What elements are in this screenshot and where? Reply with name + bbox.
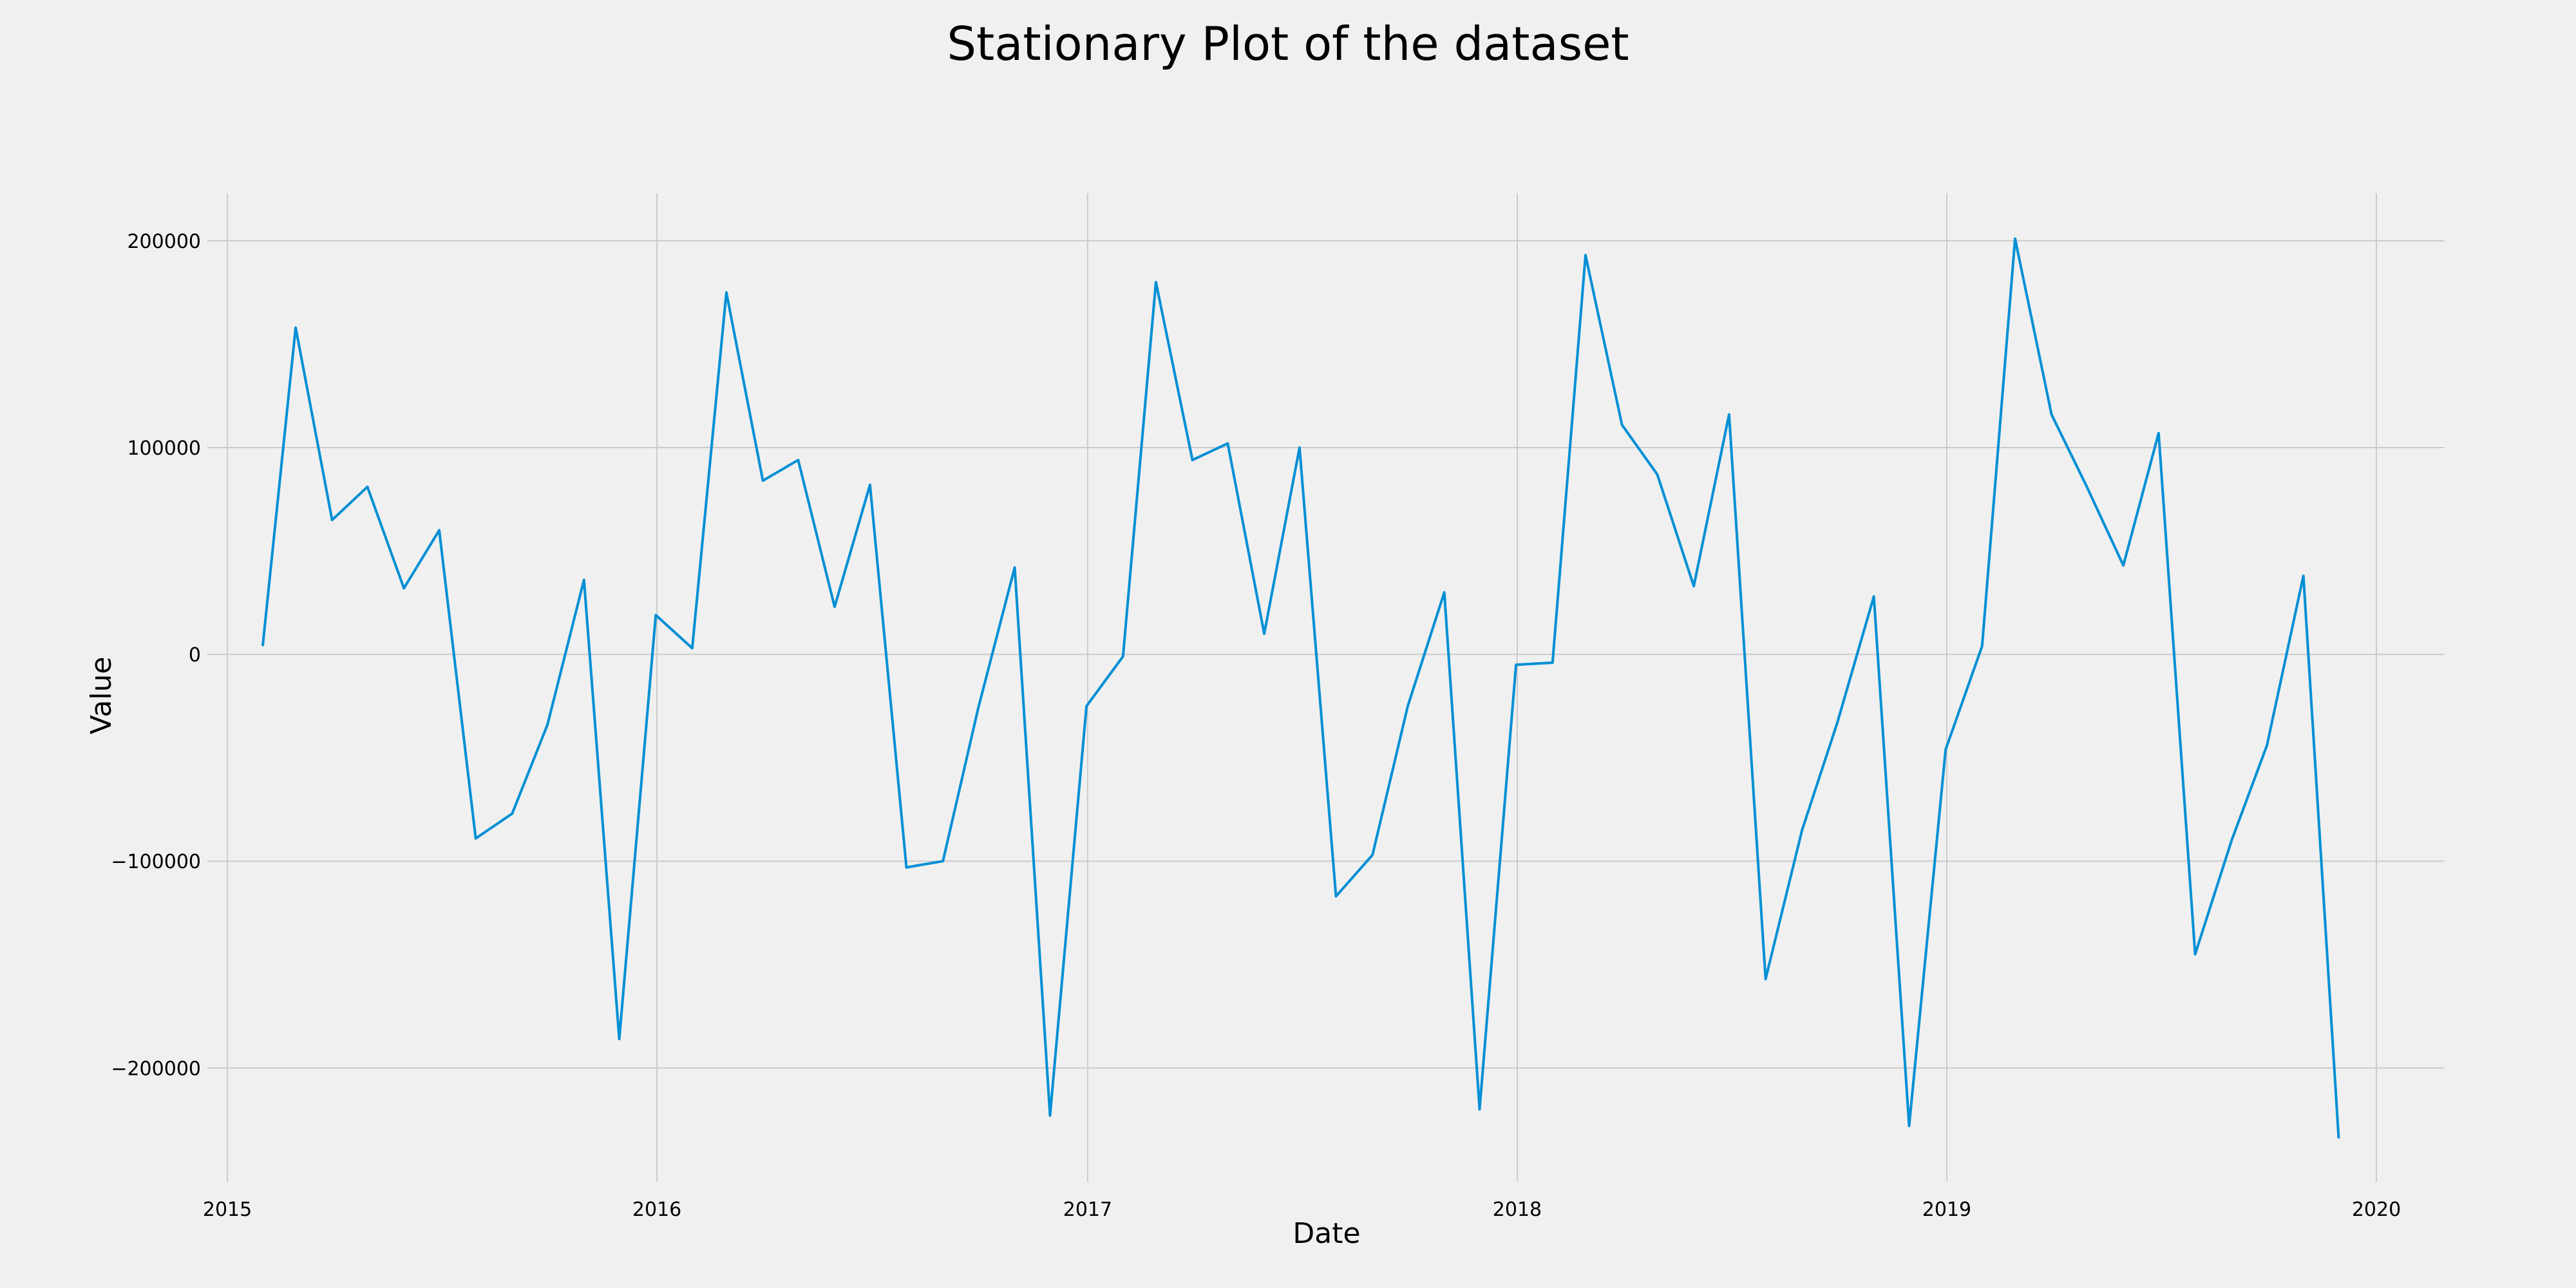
y-tick-label: −100000 bbox=[111, 851, 201, 873]
x-tick-label: 2020 bbox=[2352, 1198, 2401, 1221]
y-tick-labels: −200000 −100000 0 100000 200000 bbox=[111, 231, 201, 1081]
y-tick-label: 0 bbox=[189, 644, 201, 667]
series-line bbox=[261, 237, 2340, 1139]
series-layer bbox=[261, 237, 2340, 1139]
x-tick-label: 2018 bbox=[1493, 1198, 1542, 1221]
chart-title: Stationary Plot of the dataset bbox=[947, 17, 1629, 71]
grid-layer bbox=[207, 193, 2445, 1182]
x-tick-label: 2017 bbox=[1063, 1198, 1112, 1221]
y-tick-label: 200000 bbox=[127, 231, 201, 253]
y-tick-label: −200000 bbox=[111, 1057, 201, 1080]
x-tick-label: 2015 bbox=[203, 1198, 252, 1221]
x-tick-labels: 2015 2016 2017 2018 2019 2020 bbox=[203, 1198, 2401, 1221]
y-axis-label: Value bbox=[85, 657, 118, 735]
x-tick-label: 2016 bbox=[632, 1198, 681, 1221]
x-tick-label: 2019 bbox=[1922, 1198, 1971, 1221]
x-axis-label: Date bbox=[1293, 1217, 1360, 1250]
y-tick-label: 100000 bbox=[127, 437, 201, 460]
